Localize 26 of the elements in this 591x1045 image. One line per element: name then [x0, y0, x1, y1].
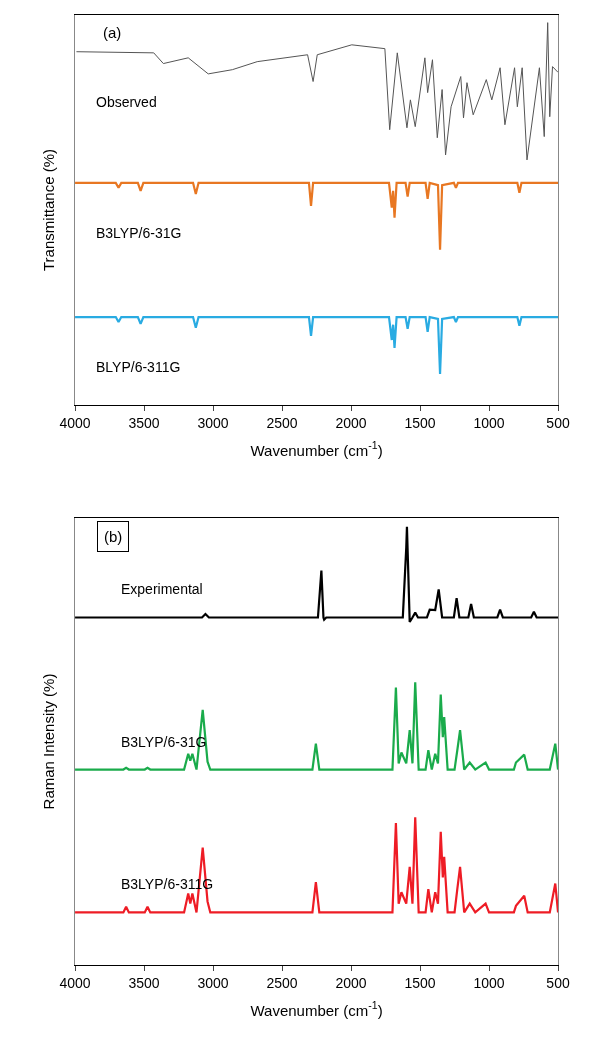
series-label: Experimental — [121, 581, 203, 597]
x-axis-title: Wavenumber (cm$^{-1}$) — [250, 439, 383, 459]
annotation: (a) — [103, 24, 122, 41]
x-tick-label: 500 — [546, 974, 570, 991]
x-tick-label: 3000 — [197, 414, 229, 431]
text: Observed — [96, 94, 157, 110]
x-tick-label: 3000 — [197, 974, 229, 991]
x-tick-label: 4000 — [59, 414, 91, 431]
x-tick-label: 2000 — [335, 414, 367, 431]
annotation: (b) — [104, 528, 123, 545]
text: BLYP/6-311G — [96, 359, 181, 375]
x-tick-label: 1000 — [473, 974, 505, 991]
x-tick-label: 2500 — [266, 414, 298, 431]
x-tick-label: 1000 — [473, 414, 505, 431]
x-tick-label: 4000 — [59, 974, 91, 991]
y-axis-title: Transmittance (%) — [40, 149, 58, 271]
x-tick-label: 1500 — [404, 974, 436, 991]
x-tick-label: 3500 — [128, 974, 160, 991]
text: B3LYP/6-31G — [96, 225, 182, 241]
x-axis-title: Wavenumber (cm$^{-1}$) — [250, 999, 383, 1019]
y-axis-title: Raman Intensity (%) — [40, 673, 58, 810]
x-tick-label: 3500 — [128, 414, 160, 431]
x-tick-label: 2000 — [335, 974, 367, 991]
x-tick-label: 500 — [546, 414, 570, 431]
x-tick-label: 1500 — [404, 414, 436, 431]
x-tick-label: 2500 — [266, 974, 298, 991]
